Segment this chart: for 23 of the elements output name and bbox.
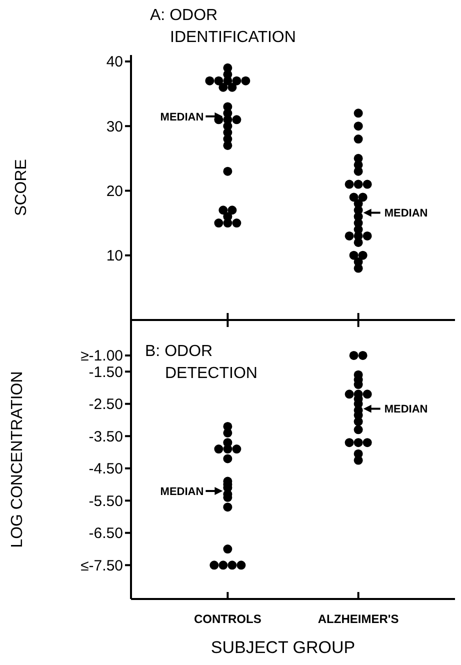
y-tick-label: ≥-1.00 (80, 348, 123, 365)
y-axis-title: LOG CONCENTRATION (9, 371, 26, 548)
annotation: MEDIAN (384, 404, 428, 416)
y-tick-label: ≤-7.50 (80, 557, 123, 574)
y-tick-label: 30 (106, 118, 123, 136)
y-tick-label: -1.50 (88, 364, 123, 381)
y-tick-label: 40 (106, 54, 123, 71)
annotation: MEDIAN (160, 486, 204, 498)
chart-title: A: ODOR IDENTIFICATION (150, 7, 296, 46)
x-tick-label: ALZHEIMER'S (318, 612, 399, 626)
y-tick-label: -2.50 (88, 396, 123, 414)
y-axis-title: SCORE (13, 159, 30, 216)
y-tick-label: -5.50 (88, 492, 123, 510)
annotation: MEDIAN (384, 208, 428, 220)
y-tick-label: 10 (106, 248, 123, 265)
y-tick-label: -4.50 (88, 460, 123, 478)
y-tick-label: -6.50 (88, 525, 123, 542)
x-tick-label: CONTROLS (194, 612, 262, 626)
y-tick-label: 20 (106, 182, 123, 200)
text: B: ODOR DETECTION (145, 343, 258, 382)
annotation: MEDIAN (160, 111, 204, 124)
x-axis-title: SUBJECT GROUP (210, 638, 356, 657)
y-tick-label: -3.50 (88, 428, 123, 446)
